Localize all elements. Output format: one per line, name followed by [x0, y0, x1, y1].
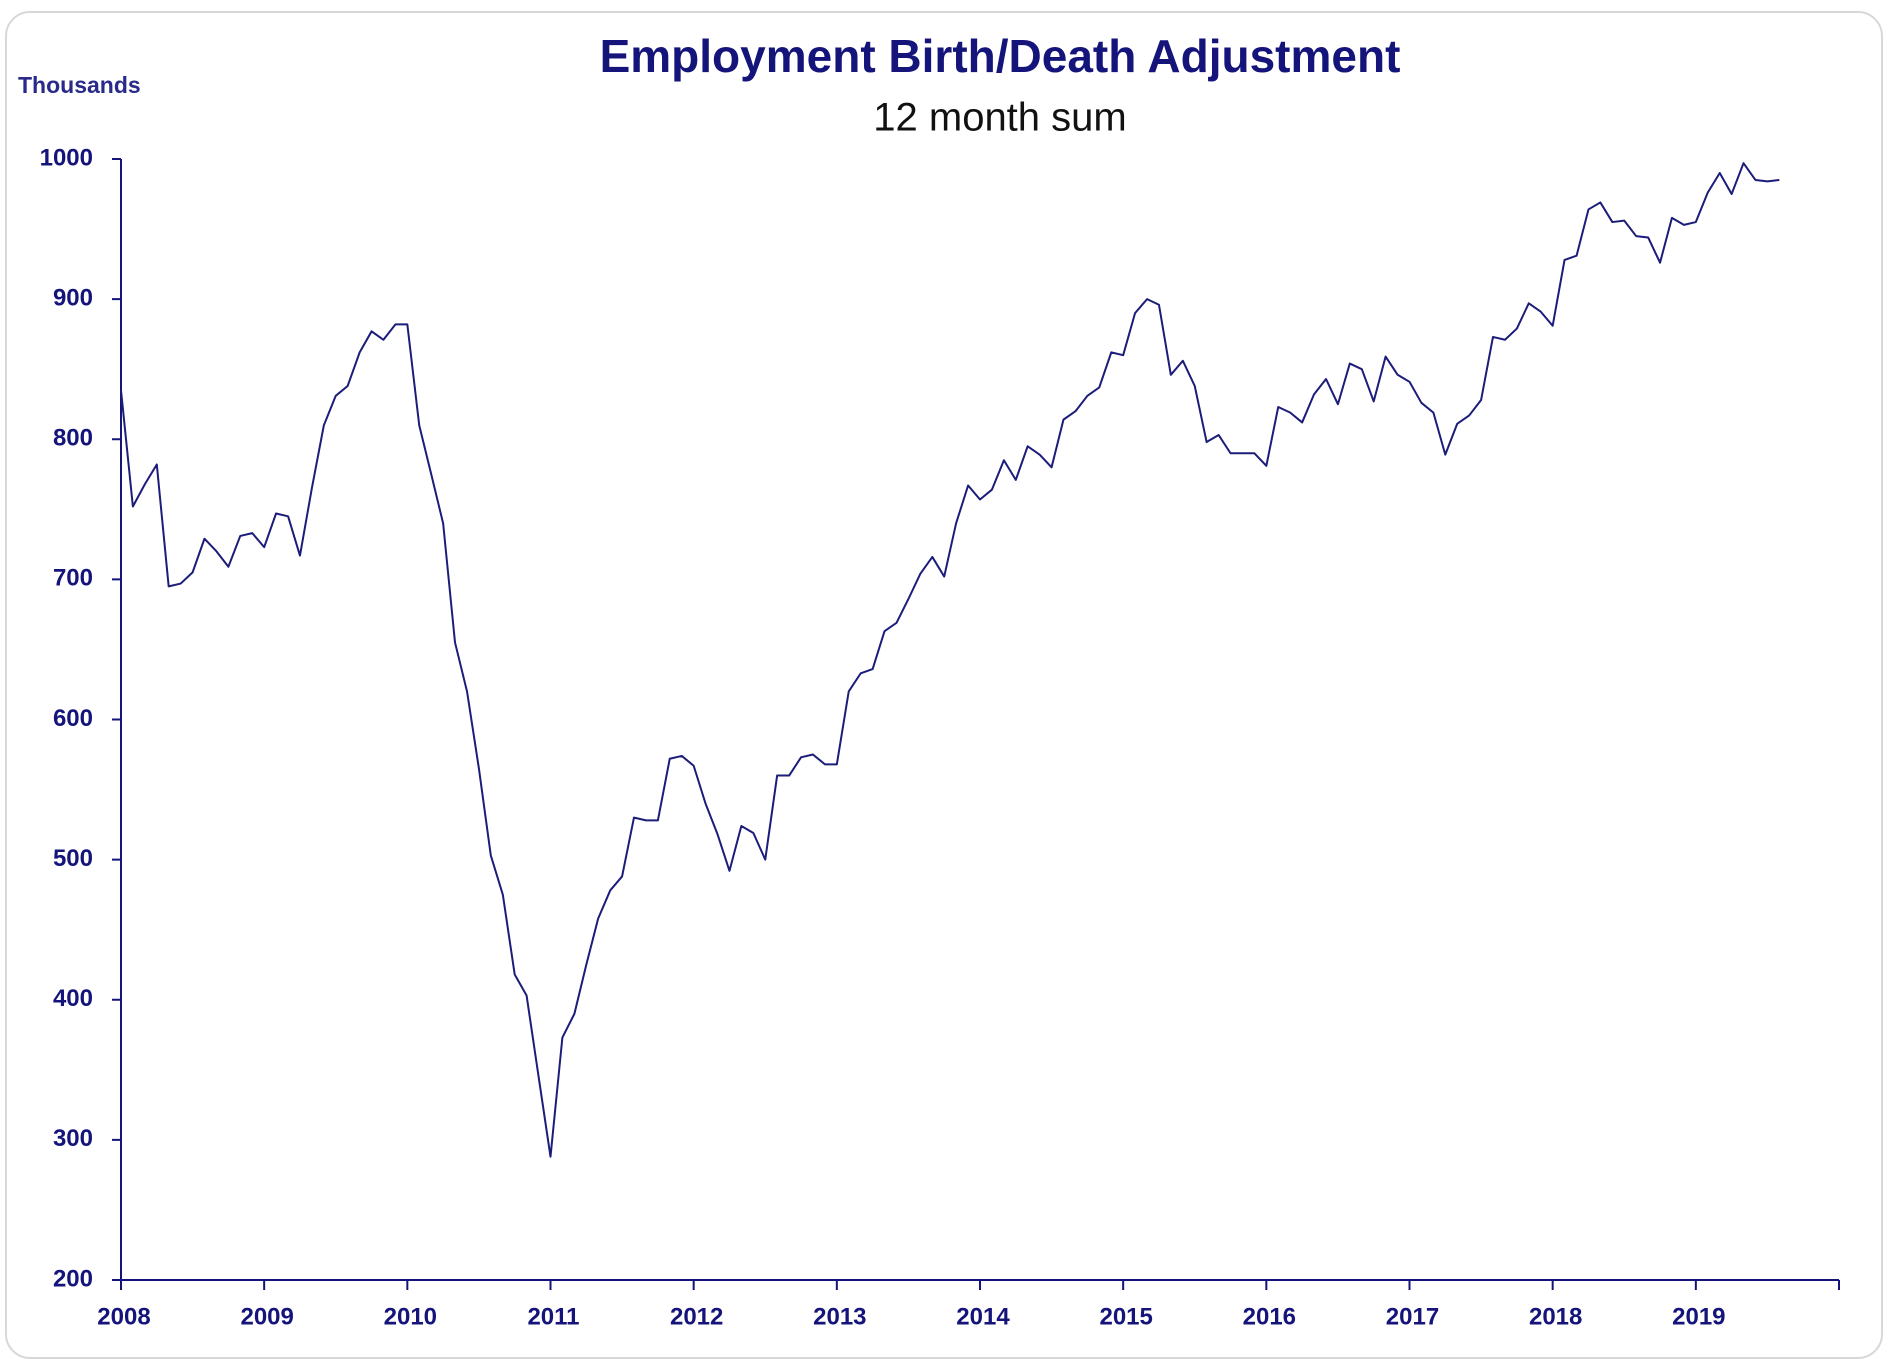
x-tick-label: 2012 — [670, 1303, 723, 1330]
y-tick-label: 600 — [53, 705, 93, 732]
y-tick-label: 400 — [53, 985, 93, 1012]
chart-subtitle: 12 month sum — [873, 96, 1126, 140]
x-tick-label: 2018 — [1529, 1303, 1582, 1330]
x-tick-label: 2011 — [527, 1303, 579, 1330]
x-tick-label: 2009 — [240, 1303, 293, 1330]
data-line — [120, 162, 1780, 1158]
y-tick-label: 200 — [53, 1265, 93, 1292]
y-tick-label: 700 — [53, 565, 93, 592]
y-axis-label: Thousands — [18, 72, 141, 98]
y-tick-label: 900 — [53, 284, 93, 311]
chart-title: Employment Birth/Death Adjustment — [600, 30, 1401, 82]
card — [5, 11, 1883, 1359]
x-tick-label: 2010 — [384, 1303, 437, 1330]
x-tick-label: 2014 — [956, 1303, 1010, 1330]
x-tick-label: 2015 — [1099, 1303, 1152, 1330]
y-tick-label: 300 — [53, 1125, 93, 1152]
x-tick-label: 2017 — [1386, 1303, 1439, 1330]
y-tick-label: 800 — [53, 425, 93, 452]
x-tick-label: 2013 — [813, 1303, 866, 1330]
x-tick-label: 2019 — [1672, 1303, 1725, 1330]
x-tick-label: 2016 — [1243, 1303, 1296, 1330]
x-tick-label: 2008 — [97, 1303, 150, 1330]
y-tick-label: 1000 — [40, 144, 93, 171]
y-tick-label: 500 — [53, 845, 93, 872]
